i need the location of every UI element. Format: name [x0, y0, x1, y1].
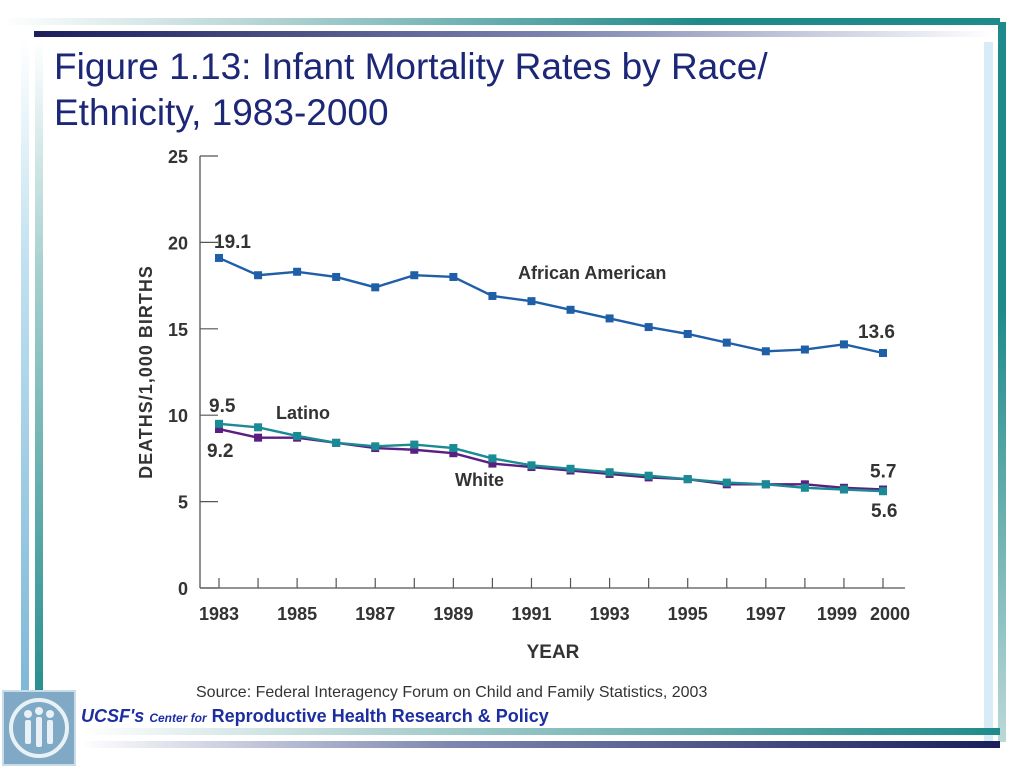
african-american-point: [488, 291, 497, 300]
x-tick-label: 1987: [355, 604, 395, 624]
white-point: [449, 449, 458, 458]
latino-series-label: Latino: [276, 403, 330, 423]
y-tick-label: 15: [168, 320, 188, 340]
title-line-1: Figure 1.13: Infant Mortality Rates by R…: [54, 46, 768, 87]
latino-point: [605, 468, 614, 477]
african-american-point: [761, 347, 770, 356]
x-tick-label: 1989: [433, 604, 473, 624]
latino-point: [683, 475, 692, 484]
white-series-label: White: [455, 470, 504, 490]
chart-series: [215, 253, 887, 496]
african-american-point: [839, 340, 848, 349]
latino-point: [293, 431, 302, 440]
left-light-column: [21, 40, 29, 690]
african-american-point: [527, 297, 536, 306]
footer-org-name: Reproductive Health Research & Policy: [211, 706, 549, 726]
african-american-point: [800, 345, 809, 354]
latino-point: [800, 483, 809, 492]
african-american-point: [879, 348, 887, 357]
x-tick-label: 1995: [668, 604, 708, 624]
african-american-point: [722, 338, 731, 347]
african-american-series-label: African American: [518, 263, 666, 283]
x-tick-label: 1985: [277, 604, 317, 624]
african-american-point: [566, 305, 575, 314]
latino-point: [254, 423, 263, 432]
right-accent-column: [998, 22, 1006, 742]
white-point: [410, 445, 419, 454]
data-label: 5.7: [870, 462, 896, 483]
latino-point: [879, 487, 887, 496]
latino-point: [410, 440, 419, 449]
bottom-accent-stripe: [80, 728, 1000, 735]
white-point: [488, 459, 497, 468]
right-light-column: [984, 42, 993, 742]
african-american-point: [215, 253, 223, 262]
y-tick-label: 10: [168, 406, 188, 426]
latino-point: [527, 461, 536, 470]
african-american-point: [371, 283, 380, 292]
data-label: 19.1: [214, 232, 251, 253]
x-tick-label: 1997: [746, 604, 786, 624]
title-line-2: Ethnicity, 1983-2000: [54, 92, 389, 133]
white-line: [218, 427, 884, 491]
latino-point: [761, 480, 770, 489]
x-tick-label: 2000: [870, 604, 910, 624]
latino-point: [644, 471, 653, 480]
left-accent-column: [35, 40, 43, 690]
chart-labels: African American Latino White 19.1 13.6 9.5 9.…: [207, 232, 897, 522]
y-tick-label: 5: [178, 493, 188, 513]
y-tick-label: 0: [178, 579, 188, 599]
ucsf-logo: [2, 690, 76, 766]
african-american-point: [293, 267, 302, 276]
latino-point: [449, 444, 458, 453]
latino-point: [215, 419, 223, 428]
y-tick-label: 20: [168, 233, 188, 253]
people-icon: [9, 698, 69, 758]
data-label: 5.6: [871, 501, 897, 522]
african-american-point: [644, 323, 653, 332]
african-american-point: [410, 271, 419, 280]
y-tick-label: 25: [168, 147, 188, 167]
footer-center-for: Center for: [149, 711, 207, 725]
white-point: [254, 433, 263, 442]
latino-point: [371, 442, 380, 451]
x-axis-title: YEAR: [527, 642, 580, 663]
footer-ucsf: UCSF's: [81, 706, 145, 726]
data-label: 13.6: [858, 322, 895, 343]
top-accent-stripe: [0, 18, 1000, 25]
african-american-line: [218, 256, 884, 355]
latino-point: [566, 464, 575, 473]
footer-organization: UCSF's Center for Reproductive Health Re…: [81, 706, 549, 727]
latino-point: [488, 454, 497, 463]
african-american-point: [605, 314, 614, 323]
chart-axes: 0 5 10 15 20 25 1983 1985 1987 1989 1991 1993 1995 19…: [136, 147, 910, 663]
latino-line: [218, 422, 884, 493]
african-american-point: [332, 272, 341, 281]
latino-point: [839, 485, 848, 494]
x-tick-label: 1983: [199, 604, 239, 624]
slide-title: Figure 1.13: Infant Mortality Rates by R…: [54, 44, 954, 136]
x-tick-label: 1991: [511, 604, 551, 624]
african-american-point: [449, 272, 458, 281]
x-tick-label: 1993: [590, 604, 630, 624]
latino-point: [332, 438, 341, 447]
white-point: [215, 425, 223, 434]
latino-point: [722, 478, 731, 487]
x-tick-label: 1999: [817, 604, 857, 624]
data-label: 9.5: [209, 396, 236, 417]
top-navy-stripe: [34, 31, 994, 37]
y-axis-title: DEATHS/1,000 BIRTHS: [136, 265, 156, 479]
african-american-point: [683, 329, 692, 338]
data-label: 9.2: [207, 441, 233, 462]
bottom-navy-stripe: [80, 741, 1000, 748]
african-american-point: [254, 271, 263, 280]
source-note: Source: Federal Interagency Forum on Chi…: [196, 684, 708, 701]
